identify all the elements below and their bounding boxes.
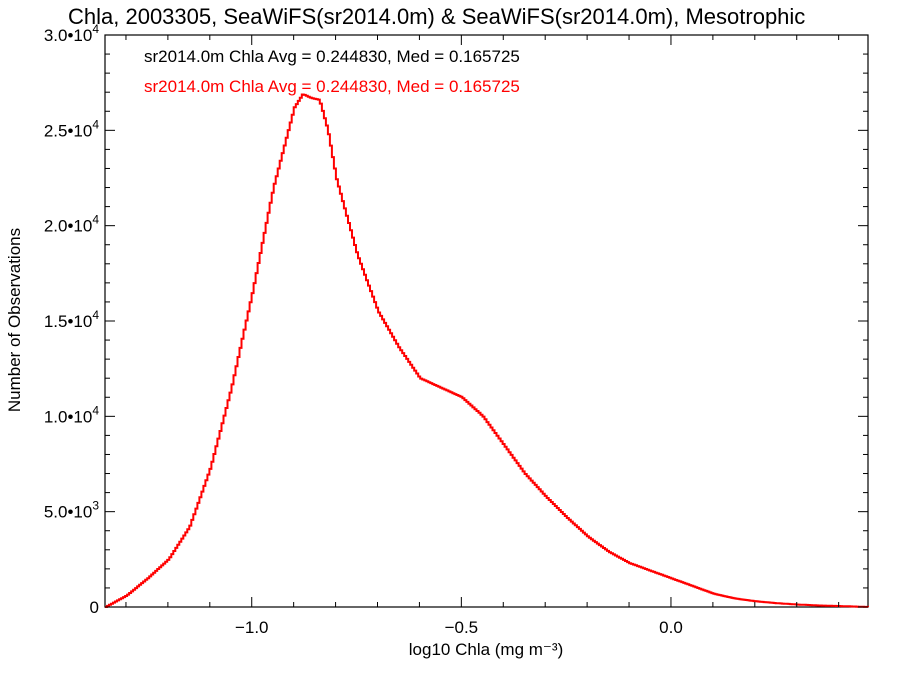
y-tick-label: 1.5•104 [44,308,100,331]
x-axis: −1.0 −0.5 0.0 [125,35,840,637]
x-tick-label: 0.0 [659,618,683,637]
chart-title: Chla, 2003305, SeaWiFS(sr2014.0m) & SeaW… [68,4,805,29]
x-axis-label: log10 Chla (mg m⁻³) [409,640,563,659]
y-tick-label: 5.0•103 [44,499,100,522]
x-tick-label: −1.0 [235,618,269,637]
y-tick-label: 1.0•104 [44,403,100,426]
series-line [105,93,869,608]
x-tick-label: −0.5 [445,618,479,637]
y-axis: 0 5.0•103 1.0•104 1.5•104 2.0•104 2.5•104 3.0•… [44,22,868,617]
plot-border [104,34,869,608]
data-series [105,93,869,608]
stats-annotation-black: sr2014.0m Chla Avg = 0.244830, Med = 0.1… [144,47,520,66]
y-axis-label: Number of Observations [5,228,24,412]
y-tick-label: 2.5•104 [44,117,100,140]
stats-annotation-red: sr2014.0m Chla Avg = 0.244830, Med = 0.1… [144,77,520,96]
plot-frame [104,34,869,608]
y-tick-label: 2.0•104 [44,213,100,236]
y-tick-label: 3.0•104 [44,22,100,45]
y-tick-label: 0 [90,598,99,617]
